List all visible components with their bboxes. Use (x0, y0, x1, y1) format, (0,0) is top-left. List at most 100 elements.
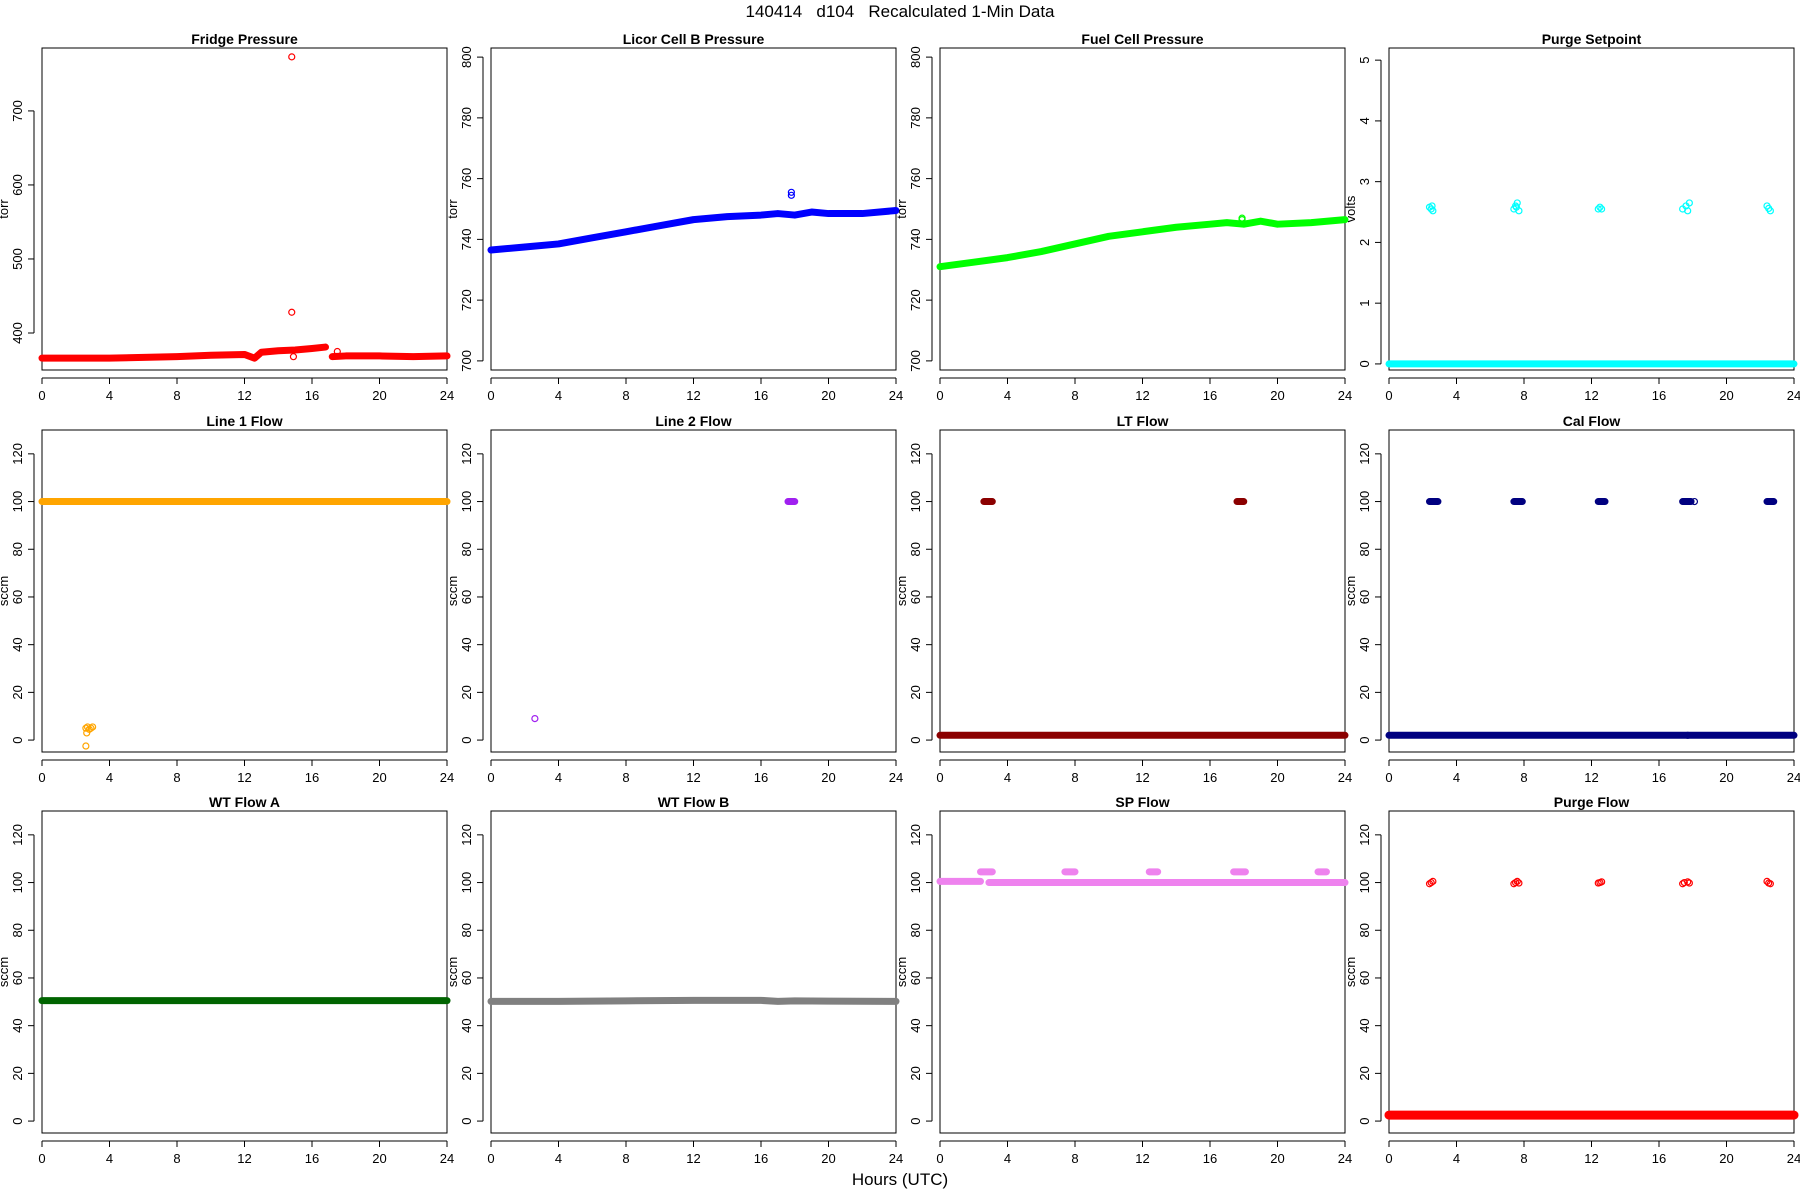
x-tick-label: 0 (1385, 388, 1392, 403)
x-tick-label: 0 (487, 770, 494, 785)
data-point (1765, 204, 1773, 212)
plot-frame (939, 810, 1346, 1134)
y-tick-label: 3 (1357, 178, 1372, 185)
panel-title: SP Flow (1115, 794, 1169, 810)
data-point (1596, 203, 1604, 211)
x-tick-label: 4 (106, 770, 113, 785)
y-tick-label: 0 (10, 736, 25, 743)
x-tick-label: 12 (686, 388, 700, 403)
y-tick-label: 40 (459, 1018, 474, 1032)
y-tick-label: 0 (1357, 360, 1372, 367)
y-tick-label: 40 (459, 637, 474, 651)
panel-cal-flow: Cal Flow 0 4 8 12 16 20 24 0 20 40 60 80 100 120 sccm (1343, 413, 1800, 785)
x-tick-label: 4 (1004, 1151, 1011, 1166)
y-tick-label: 120 (908, 443, 923, 465)
x-tick-label: 24 (440, 1151, 454, 1166)
y-tick-label: 40 (1357, 637, 1372, 651)
x-tick-label: 16 (1203, 770, 1217, 785)
plot-frame (1388, 810, 1795, 1134)
data-point (1684, 731, 1692, 739)
y-tick-label: 40 (908, 637, 923, 651)
y-tick-label: 100 (10, 491, 25, 513)
x-tick-label: 12 (1135, 388, 1149, 403)
data-point (288, 308, 296, 316)
y-tick-label: 120 (459, 824, 474, 846)
plot-frame (490, 47, 897, 371)
x-tick-label: 8 (173, 388, 180, 403)
y-tick-label: 60 (10, 971, 25, 985)
data-point (289, 353, 298, 361)
x-tick-label: 16 (305, 1151, 319, 1166)
y-tick-label: 60 (1357, 971, 1372, 985)
x-tick-label: 8 (1071, 1151, 1078, 1166)
panel-licor-cell-b-pressure: Licor Cell B Pressure 0 4 8 12 16 20 24 700 720 74… (445, 31, 903, 403)
data-point (82, 724, 90, 732)
data-point (1511, 878, 1520, 887)
data-point (1684, 207, 1692, 215)
y-tick-label: 60 (459, 971, 474, 985)
data-point (787, 191, 795, 199)
y-tick-label: 740 (459, 229, 474, 251)
data-point (1512, 203, 1521, 211)
y-axis-label: sccm (445, 576, 460, 606)
x-tick-label: 8 (1071, 770, 1078, 785)
y-axis-label: volts (1343, 195, 1358, 222)
plot-frame (939, 429, 1346, 753)
x-tick-label: 0 (38, 1151, 45, 1166)
x-tick-label: 12 (237, 770, 251, 785)
panel-title: Purge Flow (1554, 794, 1630, 810)
y-tick-label: 60 (908, 971, 923, 985)
y-tick-label: 400 (10, 322, 25, 344)
x-axis-common-label: Hours (UTC) (851, 1170, 949, 1189)
y-tick-label: 120 (1357, 824, 1372, 846)
panel-fridge-pressure: Fridge Pressure 0 4 8 12 16 20 24 400 500 600 700 to… (0, 31, 454, 403)
y-tick-label: 760 (908, 168, 923, 190)
x-tick-label: 12 (1135, 1151, 1149, 1166)
x-tick-label: 4 (555, 770, 562, 785)
y-tick-label: 80 (1357, 923, 1372, 937)
data-series (328, 352, 451, 361)
x-tick-label: 0 (936, 770, 943, 785)
data-point (1515, 879, 1523, 887)
panel-title: Line 2 Flow (655, 413, 731, 429)
panel-lt-flow: LT Flow 0 4 8 12 16 20 24 0 20 40 60 80 100 120 sccm (894, 413, 1352, 785)
x-tick-label: 12 (1135, 770, 1149, 785)
data-point (1427, 878, 1435, 887)
y-tick-label: 600 (10, 174, 25, 196)
figure-title: 140414 d104 Recalculated 1-Min Data (745, 2, 1055, 21)
y-tick-label: 80 (10, 923, 25, 937)
data-series (38, 343, 329, 362)
data-point (1238, 214, 1246, 222)
y-tick-label: 20 (10, 685, 25, 699)
data-point (1685, 199, 1693, 207)
data-point (89, 723, 97, 731)
y-tick-label: 100 (459, 872, 474, 894)
data-point (1598, 878, 1606, 886)
y-tick-label: 120 (459, 443, 474, 465)
plot-frame (41, 429, 448, 753)
y-tick-label: 80 (908, 542, 923, 556)
data-point (1766, 880, 1774, 888)
y-tick-label: 80 (459, 542, 474, 556)
x-tick-label: 20 (1719, 388, 1733, 403)
y-axis-label: sccm (894, 957, 909, 987)
x-tick-label: 24 (1787, 770, 1800, 785)
y-tick-label: 740 (908, 229, 923, 251)
x-tick-label: 4 (555, 388, 562, 403)
data-point (1513, 199, 1521, 207)
data-point (1685, 879, 1693, 887)
y-tick-label: 100 (1357, 491, 1372, 513)
data-point (83, 729, 91, 737)
y-tick-label: 100 (10, 872, 25, 894)
data-point (1690, 497, 1699, 506)
y-tick-label: 120 (908, 824, 923, 846)
x-tick-label: 4 (1004, 388, 1011, 403)
y-axis-label: sccm (0, 957, 11, 987)
y-tick-label: 0 (908, 1117, 923, 1124)
y-tick-label: 5 (1357, 57, 1372, 64)
data-point (82, 742, 90, 750)
data-series (936, 216, 1349, 271)
y-tick-label: 120 (10, 443, 25, 465)
x-tick-label: 4 (555, 1151, 562, 1166)
